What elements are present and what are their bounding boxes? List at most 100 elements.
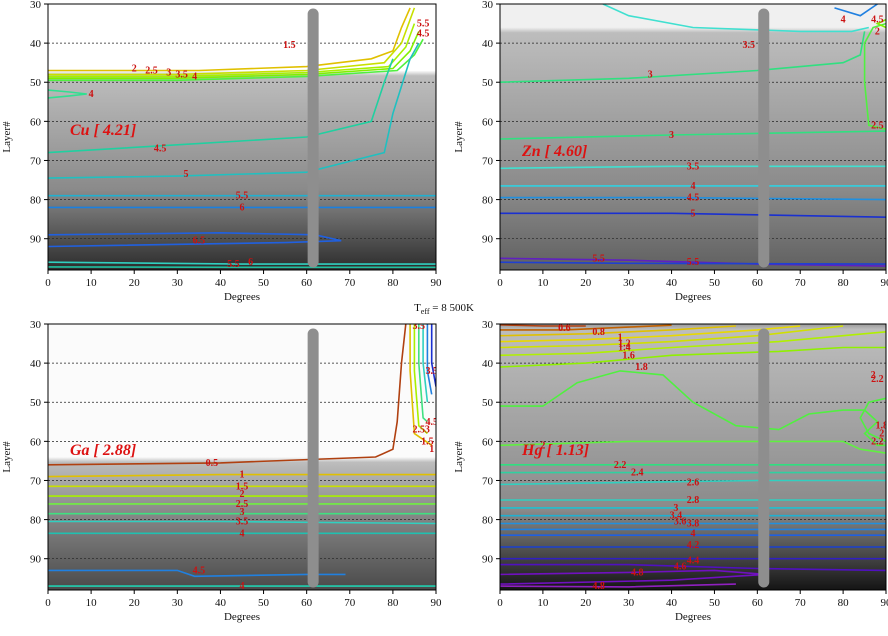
contour-label: 3.6 xyxy=(674,517,687,528)
contour-line xyxy=(602,4,869,33)
contour-line xyxy=(48,569,346,578)
contour-label: 0.6 xyxy=(558,323,571,334)
plot-background xyxy=(500,324,886,590)
y-tick-label: 90 xyxy=(482,554,494,566)
y-tick-label: 90 xyxy=(482,234,494,246)
y-tick-label: 80 xyxy=(30,195,42,207)
contour-label: 1.5 xyxy=(283,40,296,51)
x-tick-label: 90 xyxy=(881,277,888,289)
x-tick-label: 0 xyxy=(497,597,503,609)
x-tick-label: 0 xyxy=(45,597,51,609)
contour-label: 2.2 xyxy=(614,460,627,471)
x-tick-label: 20 xyxy=(129,597,141,609)
x-tick-label: 30 xyxy=(172,597,184,609)
contour-line xyxy=(500,31,866,83)
teff-caption: Teff = 8 500K xyxy=(0,302,888,316)
contour-label: 1.2 xyxy=(618,339,631,350)
contour-label: 1.6 xyxy=(622,350,635,361)
contour-label: 2.8 xyxy=(687,495,700,506)
contour-label: 1.5 xyxy=(236,481,249,492)
contour-label: 2 xyxy=(879,429,884,440)
y-tick-label: 80 xyxy=(482,515,494,527)
contour-line xyxy=(500,583,736,588)
contour-label: 6.5 xyxy=(193,236,206,247)
x-tick-label: 60 xyxy=(752,277,764,289)
plot-background xyxy=(48,4,436,270)
contour-label: 0.8 xyxy=(592,327,605,338)
contour-label: 5.5 xyxy=(227,259,240,270)
panel-2: 3.534 4.522.533.544.555.5 5.5Zn [ 4.60]0 10… xyxy=(453,0,888,303)
contour-label: 2 xyxy=(875,26,880,37)
contour-line xyxy=(430,324,436,387)
contour-label: 2.6 xyxy=(687,477,700,488)
contour-label: 0.5 xyxy=(206,458,219,469)
contour-label: 1.5 xyxy=(421,436,434,447)
panel-label: Zn [ 4.60] xyxy=(521,143,587,160)
contour-line xyxy=(500,257,886,267)
y-tick-label: 30 xyxy=(482,319,494,331)
contour-label: 2.5 xyxy=(413,425,426,436)
contour-line xyxy=(48,42,420,179)
contour-line xyxy=(48,38,424,82)
y-tick-label: 70 xyxy=(30,155,42,167)
contour-line xyxy=(48,89,87,99)
contour-label: 3.5 xyxy=(413,321,426,332)
plot-frame xyxy=(47,3,437,271)
x-tick-label: 80 xyxy=(838,597,850,609)
contour-label: 2.5 xyxy=(871,120,884,131)
x-tick-label: 20 xyxy=(129,277,141,289)
contour-line xyxy=(500,130,886,140)
x-tick-label: 10 xyxy=(537,277,549,289)
contour-line xyxy=(500,261,886,265)
x-tick-label: 0 xyxy=(497,277,503,289)
contour-label: 4.2 xyxy=(687,540,700,551)
y-tick-label: 50 xyxy=(482,397,494,409)
contour-label: 3.5 xyxy=(425,366,438,377)
contour-line xyxy=(500,346,886,368)
x-axis-label: Degrees xyxy=(675,611,711,623)
x-axis-label: Degrees xyxy=(224,291,260,303)
contour-line xyxy=(500,370,886,447)
panel-3: 0.511.522.533.544.543.53.54.52.5 31.51Ga … xyxy=(1,319,442,623)
contour-label: 1 xyxy=(429,444,434,455)
contour-line xyxy=(500,324,586,327)
y-tick-label: 60 xyxy=(482,116,494,128)
y-tick-label: 90 xyxy=(30,234,42,246)
contour-label: 4 xyxy=(240,581,245,592)
y-axis-label: Layer# xyxy=(453,441,465,473)
contour-label: 5 xyxy=(691,208,696,219)
contour-label: 2 xyxy=(132,64,137,75)
contour-line xyxy=(500,196,886,201)
x-tick-label: 90 xyxy=(431,597,443,609)
contour-line xyxy=(426,324,433,395)
x-tick-label: 70 xyxy=(795,597,807,609)
y-tick-label: 60 xyxy=(30,436,42,448)
contour-line xyxy=(500,331,886,357)
y-tick-label: 40 xyxy=(482,358,494,370)
x-tick-label: 60 xyxy=(301,597,313,609)
contour-label: 4.5 xyxy=(154,144,167,155)
contour-line xyxy=(422,324,429,403)
panel-label: Cu [ 4.21] xyxy=(70,122,136,139)
contour-line xyxy=(834,4,878,17)
x-tick-label: 80 xyxy=(387,277,399,289)
x-tick-label: 10 xyxy=(537,597,549,609)
contour-line xyxy=(48,7,416,76)
y-axis-label: Layer# xyxy=(1,121,13,153)
y-axis-label: Layer# xyxy=(1,441,13,473)
y-tick-label: 90 xyxy=(30,554,42,566)
contour-line xyxy=(500,479,886,486)
contour-label: 3.5 xyxy=(743,40,756,51)
contour-label: 3.8 xyxy=(687,519,700,530)
contour-line xyxy=(48,520,436,525)
x-tick-label: 30 xyxy=(172,277,184,289)
y-tick-label: 30 xyxy=(30,319,42,331)
contour-line xyxy=(48,231,342,248)
contour-line xyxy=(875,18,886,29)
contour-label: 4.8 xyxy=(592,581,605,592)
x-tick-label: 20 xyxy=(580,277,592,289)
contour-line xyxy=(418,324,428,423)
x-tick-label: 80 xyxy=(838,277,850,289)
plot-frame xyxy=(499,3,887,271)
